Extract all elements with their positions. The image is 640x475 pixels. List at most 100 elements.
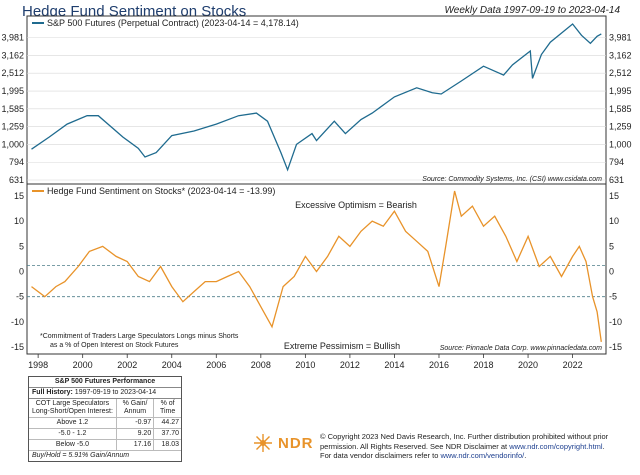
x-tick-label: 2016 [429,360,449,370]
x-axis-ticks: 1998 2000 2002 2004 2006 2008 2010 2012 2014 2016… [28,354,583,370]
top-gridlines [27,37,606,181]
x-tick-label: 2020 [518,360,538,370]
x-tick-label: 2002 [117,360,137,370]
y-tick-label: 15 [14,191,24,201]
table-history-label: Full History: [32,389,73,396]
bottom-y-ticks-left: 15 10 5 0 -5 -10 -15 [11,191,24,352]
table-title: S&P 500 Futures Performance [29,377,181,388]
table-header-time: % of Time [153,399,181,418]
y-tick-label: -15 [609,342,622,352]
annotation-pessimism: Extreme Pessimism = Bullish [284,341,400,351]
y-tick-label: 5 [19,241,24,251]
performance-table: S&P 500 Futures Performance Full History… [28,376,182,462]
y-tick-label: -10 [11,317,24,327]
bottom-legend: Hedge Fund Sentiment on Stocks* (2023-04… [32,186,275,196]
top-panel-frame [26,15,607,185]
x-tick-label: 2022 [563,360,583,370]
top-y-ticks-right: 3,981 3,162 2,512 1,995 1,585 1,259 1,000 794 63… [609,33,632,185]
y-tick-label: 631 [9,175,24,185]
table-history-range: 1997-09-19 to 2023-04-14 [74,389,157,396]
x-tick-label: 2018 [474,360,494,370]
ndr-logo-text: NDR [278,434,314,452]
y-tick-label: 5 [609,241,614,251]
copyright-line2-end: . [602,441,605,451]
table-row-time: 18.03 [153,439,181,451]
table-row-gain: 9.20 [115,428,154,440]
bottom-y-ticks-right: 15 10 5 0 -5 -10 -15 [609,191,622,352]
table-row-time: 37.70 [153,428,181,440]
top-legend: S&P 500 Futures (Perpetual Contract) (20… [32,18,299,28]
copyright-link[interactable]: www.ndr.com/copyright.html [509,441,603,451]
y-tick-label: 3,162 [609,50,632,60]
y-tick-label: 631 [609,175,624,185]
copyright-line3: For data vendor disclaimers refer to www… [320,451,632,461]
sp500-source: Source: Commodity Systems, Inc. (CSI) ww… [422,176,602,183]
table-row-gain: -0.97 [115,417,154,429]
y-tick-label: 1,259 [1,122,24,132]
sentiment-series-line [31,190,602,342]
top-y-ticks-left: 3,981 3,162 2,512 1,995 1,585 1,259 1,000 794 63… [1,33,24,185]
y-tick-label: 1,000 [609,139,632,149]
x-tick-label: 2004 [162,360,182,370]
x-tick-label: 2006 [206,360,226,370]
table-header-label: COT Large Speculators Long-Short/Open In… [29,399,117,418]
sp500-series-line [31,23,602,172]
x-tick-label: 2000 [73,360,93,370]
sentiment-source: Source: Pinnacle Data Corp. www.pinnacle… [440,345,602,352]
table-row: -5.0 - 1.2 9.20 37.70 [29,428,181,440]
footnote-line1: *Commitment of Traders Large Speculators… [40,333,239,340]
table-footer: Buy/Hold = 5.91% Gain/Annum [32,452,130,459]
chart-subtitle: Weekly Data 1997-09-19 to 2023-04-14 [444,5,620,16]
table-header-gain: % Gain/ Annum [115,399,154,418]
sp500-legend-label: S&P 500 Futures (Perpetual Contract) (20… [47,18,299,28]
table-row-label: Above 1.2 [29,417,117,429]
x-tick-label: 2012 [340,360,360,370]
copyright-line2: permission. All Rights Reserved. See NDR… [320,442,632,452]
y-tick-label: 1,585 [609,104,632,114]
y-tick-label: 1,995 [609,86,632,96]
bottom-reference-lines [27,265,606,298]
y-tick-label: 10 [609,216,619,226]
table-grid: COT Large Speculators Long-Short/Open In… [29,399,181,451]
vendor-info-link[interactable]: www.ndr.com/vendorinfo/ [440,451,525,460]
bottom-panel-frame [26,183,607,355]
table-row-gain: 17.16 [115,439,154,451]
y-tick-label: -5 [16,292,24,302]
y-tick-label: 794 [609,157,624,167]
x-tick-label: 1998 [28,360,48,370]
table-row-time: 44.27 [153,417,181,429]
y-tick-label: 1,259 [609,122,632,132]
ndr-logo-icon [254,434,272,452]
x-tick-label: 2010 [295,360,315,370]
sentiment-legend-label: Hedge Fund Sentiment on Stocks* (2023-04… [47,186,275,196]
y-tick-label: 10 [14,216,24,226]
y-tick-label: 1,585 [1,104,24,114]
y-tick-label: 0 [19,267,24,277]
x-tick-label: 2014 [384,360,404,370]
table-row-label: Below -5.0 [29,439,117,451]
copyright-line1: © Copyright 2023 Ned Davis Research, Inc… [320,432,609,441]
copyright-line2-text: permission. All Rights Reserved. See NDR… [320,441,510,451]
y-tick-label: 3,981 [1,33,24,43]
ndr-logo: NDR [252,432,314,454]
y-tick-label: 0 [609,267,614,277]
copyright-line3-text: For data vendor disclaimers refer to [320,451,441,460]
chart-area: 3,981 3,162 2,512 1,995 1,585 1,259 1,000 794 63… [1,15,632,370]
table-row: Below -5.0 17.16 18.03 [29,439,181,451]
table-row-label: -5.0 - 1.2 [29,428,117,440]
y-tick-label: -15 [11,342,24,352]
y-tick-label: 3,981 [609,33,632,43]
y-tick-label: 2,512 [1,68,24,78]
y-tick-label: 2,512 [609,68,632,78]
copyright-notice: © Copyright 2023 Ned Davis Research, Inc… [320,432,632,461]
y-tick-label: 3,162 [1,50,24,60]
x-tick-label: 2008 [251,360,271,370]
table-header-row: COT Large Speculators Long-Short/Open In… [29,399,181,418]
y-tick-label: 1,000 [1,139,24,149]
copyright-line3-end: . [524,451,527,460]
y-tick-label: -5 [609,292,617,302]
table-history: Full History: 1997-09-19 to 2023-04-14 [29,388,181,399]
table-row: Above 1.2 -0.97 44.27 [29,417,181,429]
y-tick-label: -10 [609,317,622,327]
footnote-line2: as a % of Open Interest on Stock Futures [50,342,179,349]
